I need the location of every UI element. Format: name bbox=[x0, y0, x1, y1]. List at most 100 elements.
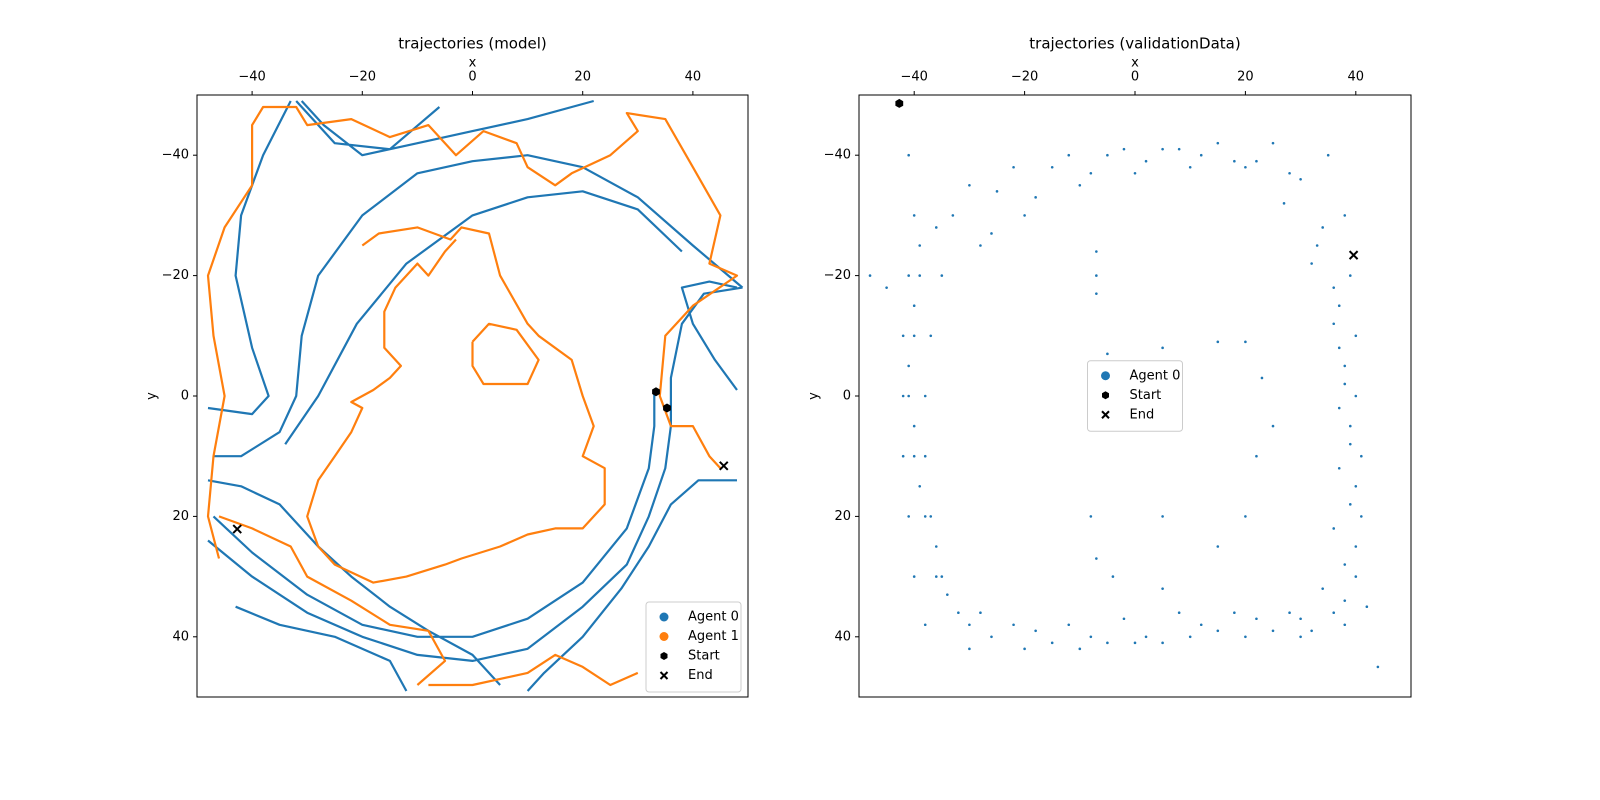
scatter-point bbox=[912, 304, 916, 308]
x-tick-label: −20 bbox=[349, 70, 376, 85]
scatter-point bbox=[1144, 159, 1148, 163]
x-tick-label: 20 bbox=[1237, 70, 1254, 85]
y-tick-label: 0 bbox=[843, 389, 851, 404]
scatter-point bbox=[1111, 575, 1115, 578]
scatter-point bbox=[885, 286, 888, 289]
scatter-point bbox=[912, 214, 916, 217]
scatter-point bbox=[995, 190, 999, 193]
plot-frame bbox=[858, 94, 1412, 698]
scatter-point bbox=[940, 575, 944, 578]
y-tick-label: −40 bbox=[824, 148, 851, 163]
scatter-point bbox=[1244, 635, 1247, 639]
legend-label: End bbox=[688, 668, 713, 683]
y-tick-label: 40 bbox=[834, 629, 851, 644]
x-tick-label: 40 bbox=[1348, 70, 1365, 85]
scatter-point bbox=[1337, 406, 1341, 410]
scatter-point bbox=[1216, 141, 1220, 145]
scatter-point bbox=[1216, 340, 1220, 344]
scatter-point bbox=[912, 424, 916, 428]
end-marker bbox=[1348, 250, 1359, 260]
scatter-point bbox=[1199, 623, 1203, 627]
y-tick-label: 0 bbox=[181, 389, 189, 404]
scatter-point bbox=[1354, 334, 1358, 338]
scatter-point bbox=[918, 274, 922, 277]
scatter-point bbox=[1288, 611, 1291, 615]
scatter-point bbox=[1095, 292, 1098, 295]
scatter-point bbox=[1348, 503, 1352, 506]
scatter-point bbox=[1343, 599, 1347, 602]
x-axis-label: x bbox=[469, 56, 477, 71]
legend-label: End bbox=[1130, 407, 1155, 422]
x-tick-label: 0 bbox=[468, 70, 476, 85]
scatter-point bbox=[934, 575, 938, 578]
start-marker bbox=[663, 403, 671, 413]
scatter-point bbox=[868, 274, 872, 277]
scatter-point bbox=[1343, 382, 1347, 386]
scatter-point bbox=[990, 635, 993, 639]
y-tick-label: −20 bbox=[162, 268, 189, 283]
start-marker bbox=[652, 387, 660, 397]
scatter-point bbox=[1343, 214, 1347, 217]
scatter-point bbox=[1012, 165, 1015, 169]
scatter-point bbox=[1299, 617, 1302, 621]
scatter-point bbox=[1332, 286, 1336, 289]
scatter-point bbox=[1321, 226, 1324, 229]
scatter-point bbox=[1216, 629, 1220, 633]
scatter-point bbox=[1343, 364, 1347, 368]
scatter-point bbox=[1271, 629, 1275, 633]
scatter-point bbox=[901, 334, 905, 338]
plot-frame bbox=[196, 94, 749, 698]
scatter-point bbox=[1354, 545, 1358, 548]
scatter-point bbox=[1354, 394, 1358, 398]
scatter-point bbox=[1332, 611, 1336, 615]
scatter-point bbox=[1133, 641, 1137, 645]
legend-label: Agent 0 bbox=[688, 610, 739, 625]
trajectory-line bbox=[206, 105, 739, 687]
scatter-point bbox=[934, 545, 938, 548]
end-marker bbox=[719, 461, 729, 471]
scatter-point bbox=[1034, 196, 1037, 199]
scatter-point bbox=[1133, 171, 1137, 175]
scatter-point bbox=[1089, 171, 1093, 175]
scatter-point bbox=[1282, 202, 1286, 205]
scatter-point bbox=[1299, 635, 1302, 639]
scatter-point bbox=[968, 184, 971, 187]
scatter-point bbox=[946, 593, 949, 596]
scatter-point bbox=[1106, 352, 1109, 356]
y-axis-label: y bbox=[145, 392, 160, 400]
scatter-point bbox=[1271, 141, 1275, 145]
scatter-point bbox=[923, 515, 927, 518]
scatter-point bbox=[1089, 635, 1093, 639]
scatter-point bbox=[1161, 587, 1164, 590]
scatter-point bbox=[1348, 274, 1352, 277]
scatter-point bbox=[1161, 346, 1164, 350]
scatter-point bbox=[1332, 527, 1336, 530]
scatter-point bbox=[1023, 647, 1026, 651]
scatter-point bbox=[1360, 454, 1363, 458]
scatter-point bbox=[907, 394, 910, 398]
scatter-point bbox=[907, 274, 910, 277]
scatter-point bbox=[1095, 274, 1098, 277]
scatter-point bbox=[1337, 346, 1341, 350]
scatter-point bbox=[923, 394, 927, 398]
scatter-point bbox=[1299, 177, 1302, 181]
scatter-point bbox=[918, 485, 922, 488]
scatter-point bbox=[940, 274, 944, 277]
chart-title: trajectories (validationData) bbox=[1029, 35, 1240, 53]
scatter-point bbox=[1106, 153, 1109, 157]
y-tick-label: −20 bbox=[824, 268, 851, 283]
scatter-point bbox=[1078, 647, 1082, 651]
legend-marker bbox=[659, 612, 669, 622]
scatter-point bbox=[912, 334, 916, 338]
scatter-point bbox=[968, 647, 971, 651]
scatter-point bbox=[1343, 623, 1347, 627]
scatter-point bbox=[968, 623, 971, 627]
plot-area bbox=[206, 99, 744, 692]
scatter-point bbox=[1012, 623, 1015, 627]
legend-box bbox=[1087, 360, 1183, 432]
legend: Agent 0 Agent 1 Start End bbox=[645, 601, 742, 693]
legend: Agent 0 Start End bbox=[1087, 360, 1183, 432]
legend-label: Agent 1 bbox=[688, 629, 739, 644]
legend-marker bbox=[660, 652, 668, 660]
scatter-point bbox=[1321, 587, 1324, 590]
